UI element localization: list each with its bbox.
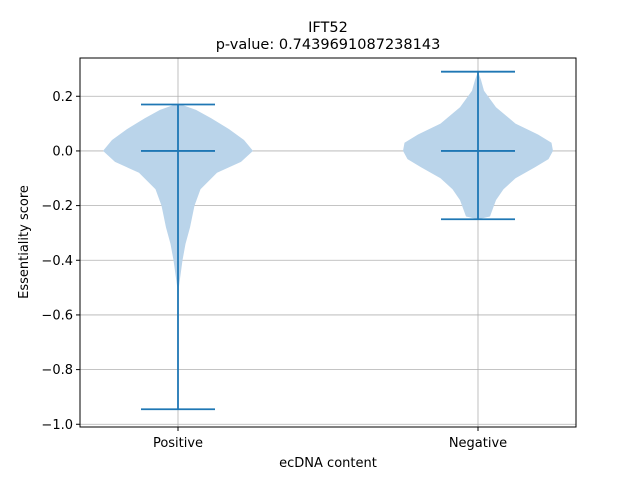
y-tick-label: 0.0 bbox=[52, 144, 73, 159]
x-tick-label: Positive bbox=[153, 436, 203, 451]
y-tick-label: −1.0 bbox=[41, 418, 73, 433]
chart-title: IFT52 bbox=[308, 20, 348, 36]
y-tick-label: −0.6 bbox=[41, 308, 73, 323]
y-tick-label: −0.4 bbox=[41, 254, 73, 269]
chart-subtitle: p-value: 0.7439691087238143 bbox=[216, 37, 441, 53]
x-tick-label: Negative bbox=[449, 436, 507, 451]
y-axis-label: Essentiality score bbox=[17, 185, 32, 299]
y-tick-label: 0.2 bbox=[52, 90, 73, 105]
x-axis-label: ecDNA content bbox=[279, 456, 377, 471]
axis-ticks: 0.2 0.0 −0.2 −0.4 −0.6 −0.8 −1.0 Positive Negati… bbox=[41, 90, 507, 451]
y-tick-label: −0.8 bbox=[41, 363, 73, 378]
violins bbox=[103, 70, 553, 411]
plot-frame bbox=[79, 57, 577, 428]
y-tick-label: −0.2 bbox=[41, 199, 73, 214]
